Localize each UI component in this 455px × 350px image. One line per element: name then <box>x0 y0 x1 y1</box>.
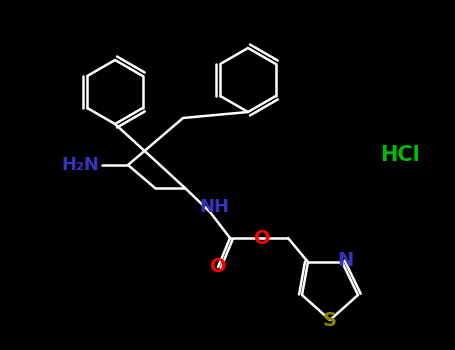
Text: HCl: HCl <box>380 145 420 165</box>
Text: N: N <box>337 252 353 271</box>
Text: O: O <box>210 258 226 277</box>
Text: S: S <box>323 310 337 329</box>
Text: H₂N: H₂N <box>61 156 99 174</box>
Text: NH: NH <box>199 198 229 216</box>
Text: O: O <box>254 229 270 247</box>
